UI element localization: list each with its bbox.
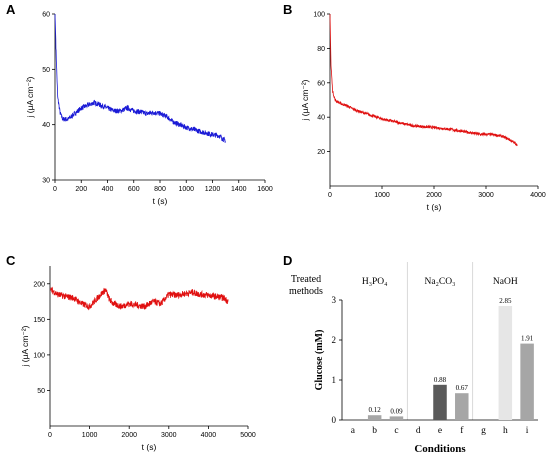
y-tick-label: 1	[332, 375, 337, 385]
category-label: b	[372, 426, 377, 436]
x-tick-label: 4000	[201, 432, 217, 439]
y-tick-label: 80	[317, 46, 325, 53]
category-label: i	[526, 426, 529, 436]
y-tick-label: 50	[42, 67, 50, 74]
x-tick-label: 2000	[121, 432, 137, 439]
bar	[498, 306, 513, 420]
y-axis-title: j (μA cm⁻²)	[25, 76, 35, 118]
y-axis-title: j (μA cm⁻²)	[300, 79, 310, 121]
y-axis-title: Glucose (mM)	[314, 330, 325, 391]
category-label: c	[394, 426, 398, 436]
bar-value-label: 0.88	[434, 376, 447, 384]
group-header: H₃PO₄	[362, 277, 388, 287]
category-label: f	[460, 425, 464, 436]
bar-value-label: 0.09	[390, 407, 403, 415]
x-tick-label: 1400	[231, 186, 247, 193]
bar	[455, 393, 469, 420]
bar	[367, 415, 382, 420]
y-tick-label: 200	[33, 281, 45, 288]
bar-value-label: 1.91	[521, 335, 534, 343]
chart-panel-a: 0 200 400 600 800 1000 1200 1400 1600 30 40 50 60 t (…	[25, 12, 273, 207]
group-header: Na₂CO₃	[425, 277, 456, 287]
bar-value-label: 0.67	[456, 384, 469, 392]
bar	[389, 416, 404, 420]
chart-panel-b: 0 1000 2000 3000 4000 20 40 60 80 100 t (s) j (μA c…	[300, 12, 546, 213]
x-tick-label: 600	[128, 186, 140, 193]
x-tick-label: 5000	[240, 432, 256, 439]
x-tick-label: 1200	[205, 186, 221, 193]
y-tick-label: 40	[42, 122, 50, 129]
category-label: d	[416, 426, 421, 436]
x-tick-label: 800	[154, 186, 166, 193]
chart-panel-c: 0 1000 2000 3000 4000 5000 50 100 150 200 t (s) j (…	[20, 266, 256, 452]
x-tick-label: 1000	[374, 192, 390, 199]
x-tick-label: 1000	[82, 432, 98, 439]
y-axis-title: j (μA cm⁻²)	[20, 325, 30, 367]
x-tick-label: 0	[48, 432, 52, 439]
y-tick-label: 100	[33, 352, 45, 359]
x-tick-label: 3000	[161, 432, 177, 439]
category-label: h	[503, 426, 508, 436]
x-tick-label: 2000	[426, 192, 442, 199]
y-tick-label: 20	[317, 149, 325, 156]
x-tick-label: 0	[53, 186, 57, 193]
x-tick-label: 1600	[257, 186, 273, 193]
y-tick-label: 40	[317, 115, 325, 122]
bar	[520, 343, 534, 420]
data-trace-line	[54, 13, 226, 143]
data-trace-line	[329, 13, 518, 147]
y-tick-label: 150	[33, 317, 45, 324]
bar	[433, 384, 447, 420]
panel-label-a: A	[6, 2, 16, 17]
bar-value-label: 2.85	[499, 297, 512, 305]
x-axis-title: t (s)	[142, 442, 157, 452]
x-tick-label: 200	[75, 186, 87, 193]
x-tick-label: 1000	[178, 186, 194, 193]
x-tick-label: 400	[102, 186, 114, 193]
panel-label-c: C	[6, 253, 16, 268]
data-trace-line	[49, 286, 229, 311]
x-axis-title: Conditions	[414, 443, 466, 455]
y-tick-label: 30	[42, 178, 50, 185]
group-header: NaOH	[493, 277, 518, 287]
y-tick-label: 60	[42, 12, 50, 19]
treated-methods-label: methods	[289, 286, 323, 297]
y-tick-label: 3	[332, 295, 337, 305]
x-axis-title: t (s)	[427, 202, 442, 212]
treated-methods-label: Treated	[291, 274, 321, 285]
y-tick-label: 2	[332, 335, 337, 345]
y-tick-label: 0	[332, 415, 337, 425]
panel-label-b: B	[283, 2, 292, 17]
category-label: g	[481, 426, 486, 436]
x-tick-label: 3000	[478, 192, 494, 199]
bar-value-label: 0.12	[369, 406, 382, 414]
y-tick-label: 50	[37, 388, 45, 395]
category-label: a	[351, 426, 356, 436]
x-axis-title: t (s)	[153, 196, 168, 206]
x-tick-label: 4000	[530, 192, 546, 199]
y-tick-label: 60	[317, 80, 325, 87]
x-tick-label: 0	[328, 192, 332, 199]
y-tick-label: 100	[313, 12, 325, 19]
category-label: e	[438, 426, 442, 436]
panel-label-d: D	[283, 253, 292, 268]
